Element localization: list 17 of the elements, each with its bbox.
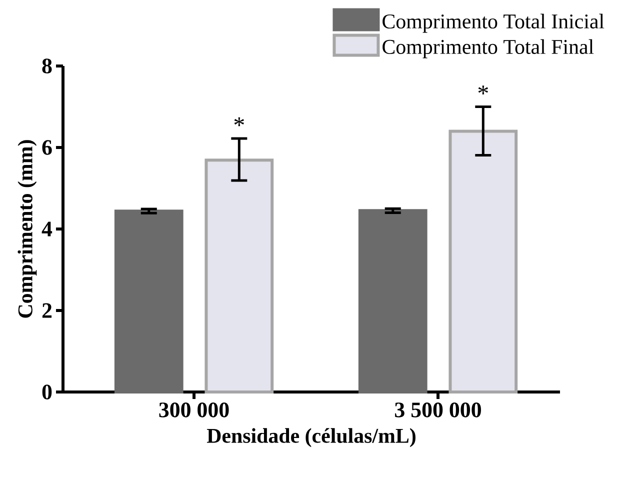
x-tick-label: 300 000: [159, 402, 229, 418]
y-tick-label: 0: [42, 384, 52, 400]
y-tick-label: 2: [42, 303, 52, 318]
bar: [114, 210, 184, 394]
legend-label: Comprimento Total Inicial: [382, 14, 604, 33]
y-tick-label: 4: [42, 222, 52, 236]
legend-label: Comprimento Total Final: [382, 39, 594, 58]
annotation: *: [234, 117, 244, 126]
annotation: *: [478, 86, 488, 94]
bar: [448, 130, 518, 394]
y-tick-label: 6: [42, 140, 52, 155]
y-axis-title: Comprimento (mm): [18, 140, 37, 318]
bar: [358, 209, 428, 394]
y-tick-label: 8: [42, 58, 52, 74]
x-axis-title: Densidade (células/mL): [206, 428, 416, 448]
bar: [204, 158, 274, 394]
x-tick-label: 3 500 000: [395, 402, 481, 418]
